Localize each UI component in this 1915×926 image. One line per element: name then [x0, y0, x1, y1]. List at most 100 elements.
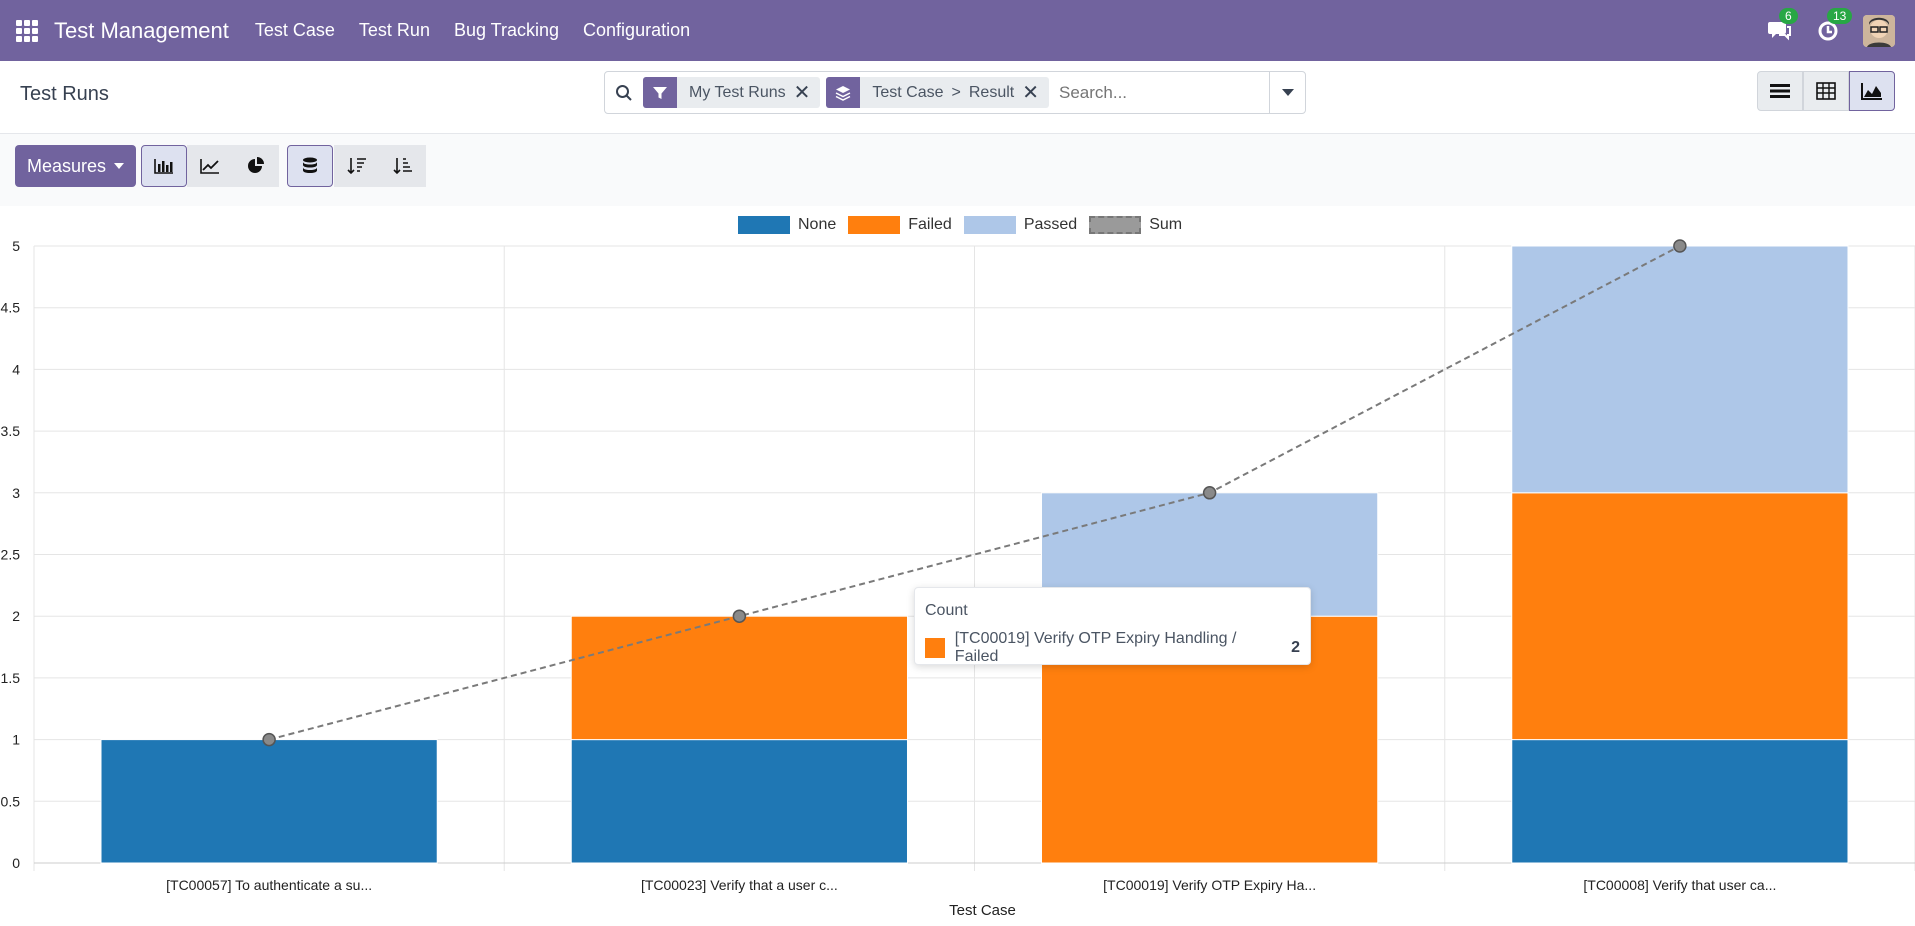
caret-down-icon: [1281, 88, 1294, 96]
facet-filter: My Test Runs ✕: [643, 77, 821, 108]
caret-down-icon: [114, 163, 125, 169]
sort-ascending-button[interactable]: [380, 145, 426, 187]
chart-mode-group: [141, 145, 279, 187]
group-by-field-2: Result: [968, 83, 1015, 101]
y-tick-label: 2.5: [1, 547, 21, 563]
sum-line: [268, 245, 1681, 741]
tooltip-swatch: [925, 638, 945, 658]
sort-descending-button[interactable]: [334, 145, 380, 187]
tooltip-title: Count: [925, 602, 968, 619]
page-title: Test Runs: [20, 83, 109, 105]
database-icon: [303, 157, 317, 173]
sort-ascending-icon: [393, 158, 412, 175]
x-tick-label: [TC00057] To authenticate a su...: [166, 877, 372, 893]
pie-chart-button[interactable]: [233, 145, 279, 187]
group-by-separator: >: [951, 83, 961, 101]
group-by-icon: [826, 77, 861, 108]
legend-swatch-passed: [963, 216, 1016, 234]
bar-passed: [1511, 245, 1849, 494]
remove-filter-button[interactable]: ✕: [793, 81, 811, 104]
y-tick-label: 1.5: [1, 670, 21, 686]
list-view-icon: [1770, 84, 1790, 98]
menu-configuration[interactable]: Configuration: [583, 20, 691, 40]
search-options-toggle[interactable]: [1269, 72, 1305, 113]
sort-descending-icon: [347, 158, 366, 175]
y-tick-label: 3.5: [1, 423, 21, 439]
graph-view-button[interactable]: [1849, 71, 1895, 111]
y-tick-label: 0: [12, 855, 20, 871]
bar-failed: [1511, 492, 1849, 741]
bar-none: [1511, 739, 1849, 864]
measures-dropdown[interactable]: Measures: [15, 145, 136, 187]
activities-badge: 13: [1827, 7, 1853, 24]
search-icon: [605, 84, 643, 102]
chart-canvas: 0 0.5 1 1.5 2 2.5 3 3.5 4 4.5 5 [TC00057] To authen…: [1, 238, 1915, 919]
search-bar[interactable]: My Test Runs ✕ Test Case > Result ✕: [604, 71, 1306, 114]
legend-item-passed[interactable]: Passed: [963, 216, 1078, 234]
pivot-view-button[interactable]: [1803, 71, 1849, 111]
legend-item-sum[interactable]: Sum: [1089, 216, 1182, 234]
bar-none: [570, 739, 908, 864]
messages-icon[interactable]: 6: [1767, 7, 1798, 44]
graph-chart: None Failed Passed Sum 0 0.5 1 1.5 2 2.5 3 3.5 4…: [0, 206, 1915, 921]
y-tick-label: 2: [12, 608, 20, 624]
list-view-button[interactable]: [1757, 71, 1803, 111]
sum-point: [1202, 486, 1217, 500]
legend-item-none[interactable]: None: [738, 216, 836, 234]
legend-label-none: None: [798, 216, 837, 233]
sum-point: [1673, 239, 1687, 253]
facet-group-by: Test Case > Result ✕: [826, 77, 1049, 108]
y-tick-label: 1: [12, 732, 20, 748]
menu-test-case[interactable]: Test Case: [254, 20, 335, 40]
view-switcher: [1757, 71, 1895, 111]
chart-tooltip: Count [TC00019] Verify OTP Expiry Handli…: [914, 587, 1311, 665]
graph-toolbar: Measures: [0, 134, 1915, 206]
sum-point: [732, 609, 747, 623]
legend-label-failed: Failed: [908, 216, 952, 233]
y-tick-label: 0.5: [1, 793, 21, 809]
legend-swatch-failed: [848, 216, 901, 234]
graph-view-icon: [1861, 83, 1882, 100]
menu-test-run[interactable]: Test Run: [358, 20, 430, 40]
stack-group: [287, 145, 333, 187]
app-brand[interactable]: Test Management: [54, 17, 229, 43]
measures-label: Measures: [26, 155, 107, 176]
group-by-field-1: Test Case: [872, 83, 944, 101]
y-tick-label: 5: [12, 238, 20, 254]
x-tick-label: [TC00008] Verify that user ca...: [1583, 877, 1776, 893]
search-input[interactable]: [1059, 82, 1279, 103]
pivot-view-icon: [1816, 82, 1836, 100]
facet-group-by-label: Test Case > Result: [860, 84, 1022, 102]
x-tick-label: [TC00019] Verify OTP Expiry Ha...: [1103, 877, 1316, 893]
tooltip-label: [TC00019] Verify OTP Expiry Handling / F…: [954, 630, 1237, 665]
tooltip-row: [TC00019] Verify OTP Expiry Handling / F…: [925, 630, 1300, 666]
facet-filter-label: My Test Runs: [689, 83, 786, 101]
legend-swatch-sum: [1089, 216, 1142, 234]
x-tick-label: [TC00023] Verify that a user c...: [641, 877, 838, 893]
user-avatar[interactable]: [1863, 14, 1895, 47]
filter-icon: [643, 77, 677, 108]
y-tick-label: 4.5: [1, 300, 21, 316]
y-tick-label: 3: [12, 485, 20, 501]
remove-group-by-button[interactable]: ✕: [1022, 81, 1039, 104]
legend-item-failed[interactable]: Failed: [848, 216, 952, 234]
legend-swatch-none: [738, 216, 790, 234]
tooltip-value: 2: [1291, 639, 1300, 656]
sum-point: [262, 732, 276, 747]
control-panel: Test Runs My Test Runs ✕ Test Case > Res…: [0, 61, 1915, 134]
line-chart-button[interactable]: [187, 145, 233, 187]
bar-chart-button[interactable]: [141, 145, 187, 187]
chart-legend: None Failed Passed Sum: [738, 216, 1182, 234]
app-menu-icon[interactable]: [16, 19, 38, 42]
bar-failed: [570, 615, 908, 741]
top-navbar: Test Management Test Case Test Run Bug T…: [0, 0, 1915, 61]
bar-chart-icon: [154, 159, 173, 174]
menu-bug-tracking[interactable]: Bug Tracking: [453, 20, 560, 40]
stacked-toggle-button[interactable]: [287, 145, 333, 187]
activities-icon[interactable]: 13: [1815, 7, 1853, 44]
pie-chart-icon: [248, 157, 264, 173]
legend-label-sum: Sum: [1149, 216, 1183, 233]
messages-badge: 6: [1779, 7, 1798, 24]
legend-label-passed: Passed: [1023, 216, 1078, 233]
x-axis-title: Test Case: [949, 902, 1016, 919]
